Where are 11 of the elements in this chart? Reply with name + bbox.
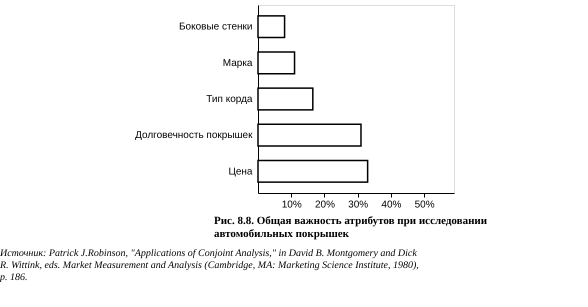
x-tick-label: 30%: [348, 200, 368, 210]
y-tick-label: Боковые стенки: [178, 22, 252, 33]
x-tick-label: 20%: [314, 200, 336, 210]
x-tick-label: 10%: [282, 200, 302, 210]
x-tick-label: 40%: [381, 200, 402, 210]
y-tick-label: Тип корда: [206, 94, 253, 105]
y-tick-label: Долговечность покрышек: [135, 130, 254, 142]
y-tick-label: Цена: [228, 166, 253, 178]
x-tick-label: 50%: [414, 200, 435, 210]
text: Рис. 8.8. Общая важность атрибутов при исследовании автомобильных покрышек: [214, 215, 488, 240]
y-tick-label: Марка: [222, 58, 253, 69]
